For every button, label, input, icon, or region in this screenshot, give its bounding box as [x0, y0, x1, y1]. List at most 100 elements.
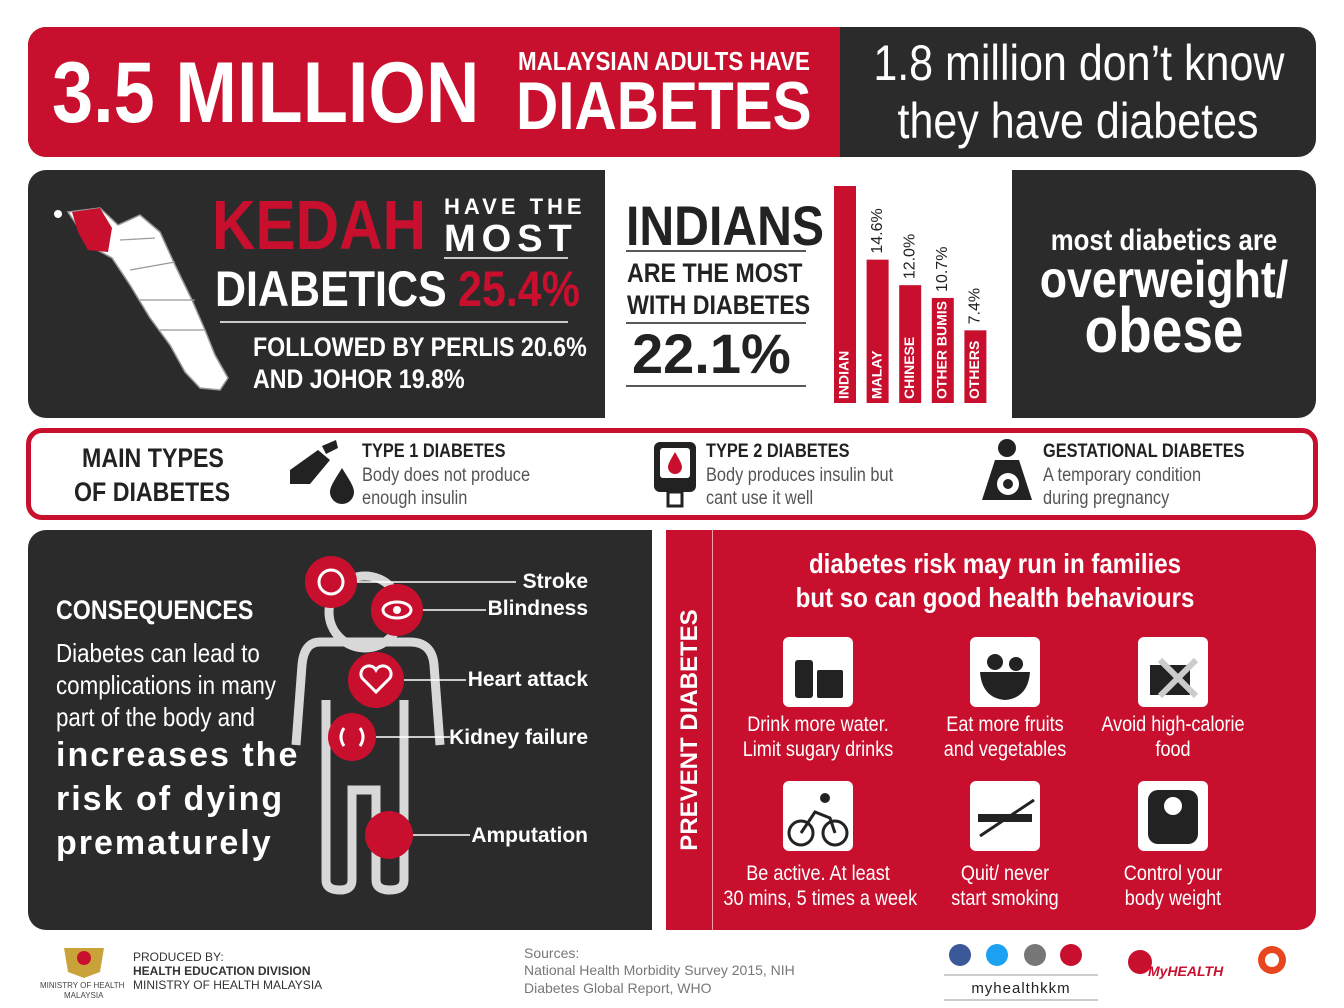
- organ-label: Blindness: [487, 597, 588, 620]
- indians-line: WITH DIABETES: [627, 290, 811, 320]
- type-title: TYPE 1 DIABETES: [362, 441, 506, 462]
- types-heading: MAIN TYPES: [82, 443, 224, 473]
- prevent-side-title: PREVENT DIABETES: [676, 609, 703, 851]
- bar: [899, 285, 922, 403]
- gestational-icon: [982, 439, 1032, 500]
- kedah-rate: 25.4%: [458, 261, 580, 317]
- map-borders: [119, 237, 205, 331]
- prevent-headline: diabetes risk may run in families: [808, 548, 1182, 579]
- consequences-emphasis: increases the: [56, 736, 300, 774]
- type-desc: Body does not produce: [362, 465, 531, 486]
- aside: 1.8 million don’t know: [873, 35, 1285, 91]
- sources-title: Sources:: [524, 945, 580, 961]
- big-number: 3.5 MILLION: [52, 45, 480, 141]
- tip-text: food: [1155, 738, 1191, 761]
- indians-rate: 22.1%: [632, 322, 791, 385]
- bar-category: OTHER BUMIS: [934, 301, 950, 399]
- diabetics: DIABETICS: [215, 261, 447, 317]
- bar: [834, 186, 856, 403]
- type-desc: A temporary condition: [1043, 465, 1202, 486]
- consequences-title: CONSEQUENCES: [56, 595, 254, 625]
- overweight-line: obese: [1084, 294, 1244, 366]
- tip-text: Control your: [1123, 862, 1223, 885]
- map: [66, 207, 229, 391]
- type-title: GESTATIONAL DIABETES: [1043, 441, 1245, 462]
- type2-icon: [654, 442, 696, 508]
- map-kedah: [72, 208, 112, 252]
- consequences-text: complications in many: [56, 670, 276, 700]
- divider: [712, 530, 713, 930]
- ministry: MINISTRY OF HEALTH: [40, 981, 125, 990]
- bar: [866, 259, 889, 403]
- leader-lines: [357, 581, 516, 836]
- type-desc: Body produces insulin but: [706, 465, 894, 486]
- tip-text: start smoking: [951, 887, 1059, 910]
- tip-text: Eat more fruits: [946, 713, 1064, 736]
- subtitle: MALAYSIAN ADULTS HAVE: [518, 46, 810, 76]
- tip-text: Be active. At least: [746, 862, 890, 885]
- bar: [931, 297, 954, 403]
- consequences-text: Diabetes can lead to: [56, 638, 260, 668]
- tip-text: Drink more water.: [747, 713, 889, 736]
- division: HEALTH EDUCATION DIVISION: [133, 964, 311, 978]
- type-desc: enough insulin: [362, 488, 468, 509]
- followed: FOLLOWED BY PERLIS 20.6%: [253, 332, 587, 362]
- overweight-line: overweight/: [1039, 251, 1289, 309]
- social-icons: [944, 944, 1098, 1001]
- type-title: TYPE 2 DIABETES: [706, 441, 850, 462]
- source: Diabetes Global Report, WHO: [524, 980, 712, 996]
- overweight-line: most diabetics are: [1050, 224, 1278, 257]
- title: DIABETES: [516, 68, 812, 144]
- banner-red: [28, 27, 840, 157]
- organ-label: Stroke: [522, 570, 588, 593]
- logo-text: MyHEALTH: [1148, 963, 1224, 979]
- bar-category: INDIAN: [836, 351, 852, 399]
- logos: [1128, 946, 1286, 974]
- organ-label: Amputation: [471, 824, 588, 847]
- ministry-full: MINISTRY OF HEALTH MALAYSIA: [133, 978, 323, 992]
- divider: [652, 530, 666, 930]
- indians-line: ARE THE MOST: [627, 258, 803, 288]
- consequences-emphasis: risk of dying: [56, 780, 285, 818]
- prevent-headline: but so can good health behaviours: [795, 582, 1195, 613]
- type-desc: cant use it well: [706, 488, 814, 509]
- aside: they have diabetes: [897, 93, 1259, 149]
- tip-text: body weight: [1124, 887, 1222, 910]
- consequences-emphasis: prematurely: [56, 824, 273, 862]
- produced-by: PRODUCED BY:: [133, 950, 224, 964]
- prevent-panel: [652, 530, 1316, 930]
- source: National Health Morbidity Survey 2015, N…: [524, 962, 795, 978]
- overweight-panel: [1012, 170, 1316, 418]
- tip-text: 30 mins, 5 times a week: [723, 887, 918, 910]
- organ-icons: [305, 556, 423, 859]
- ministry: MALAYSIA: [64, 991, 104, 1000]
- type1-icon: [290, 440, 354, 504]
- types-heading: OF DIABETES: [74, 477, 231, 507]
- kedah-panel: [28, 170, 605, 418]
- tip-icons: [787, 654, 1199, 847]
- consequences-text: part of the body and: [56, 702, 255, 732]
- types-panel: [26, 428, 1318, 520]
- value-label: 12.0%: [901, 234, 918, 279]
- organ-label: Heart attack: [467, 668, 588, 691]
- value-label: 10.7%: [934, 247, 951, 292]
- organ-label: Kidney failure: [449, 726, 588, 749]
- map-island: [54, 210, 62, 218]
- body-figure: [291, 571, 445, 895]
- value-label: 14.6%: [869, 208, 886, 253]
- followed: AND JOHOR 19.8%: [253, 364, 465, 394]
- kedah-name: KEDAH: [212, 186, 427, 264]
- bar-category: CHINESE: [901, 337, 917, 399]
- value-label: 7.4%: [967, 288, 984, 324]
- bar: [964, 330, 987, 403]
- bar-category: MALAY: [868, 350, 884, 399]
- handle: myhealthkkm: [971, 980, 1071, 997]
- tip-text: and vegetables: [943, 738, 1067, 761]
- indians-title: INDIANS: [626, 194, 825, 257]
- crest: [64, 948, 104, 978]
- tip-text: Quit/ never: [960, 862, 1050, 885]
- most: MOST: [444, 218, 578, 260]
- tip-text: Limit sugary drinks: [742, 738, 894, 761]
